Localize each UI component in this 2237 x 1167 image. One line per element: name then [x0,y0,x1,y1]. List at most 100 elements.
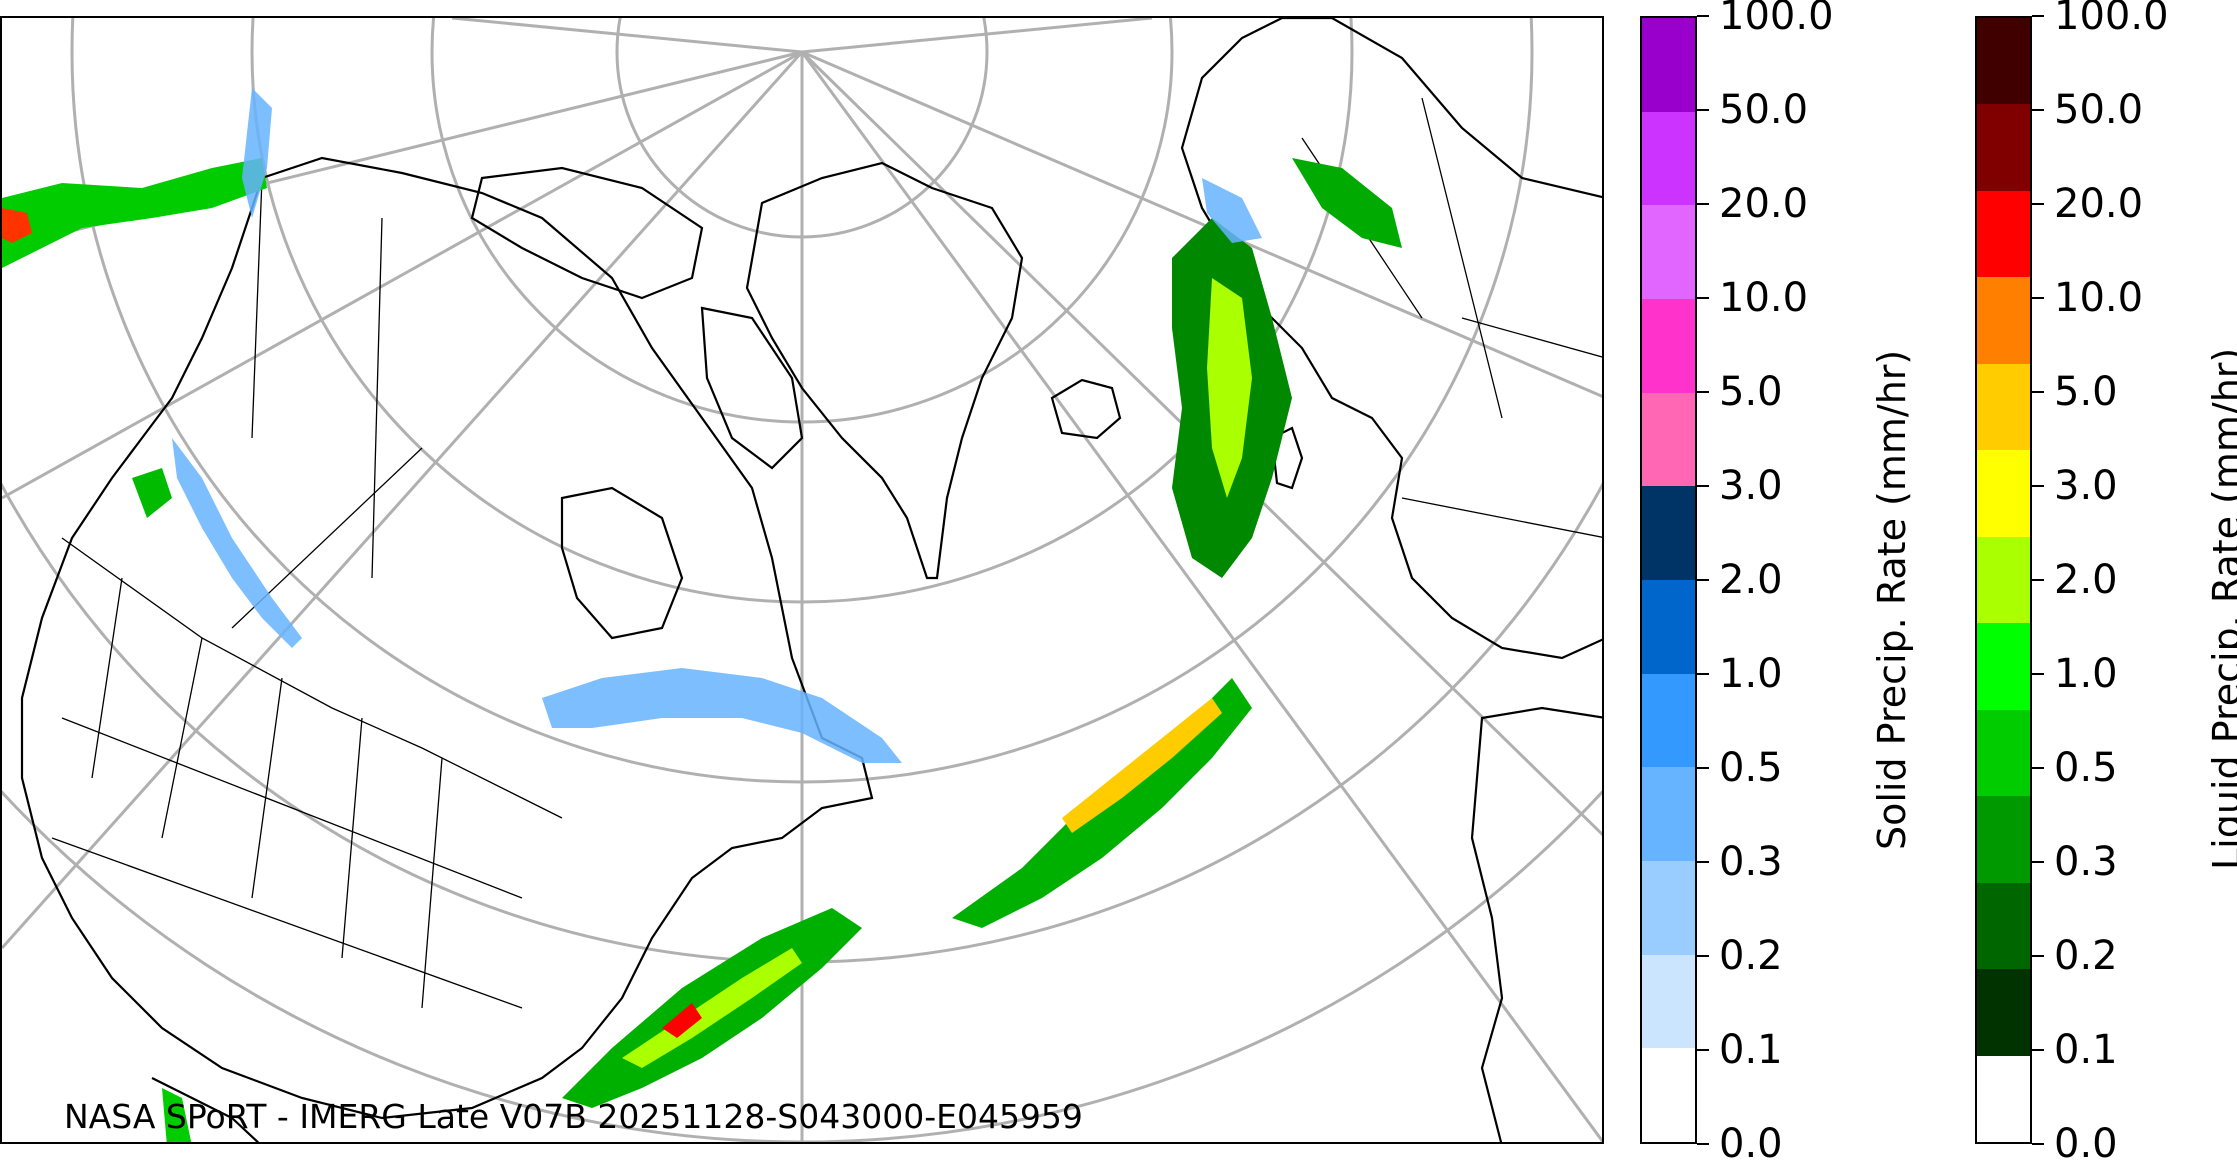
state-border [51,837,523,1009]
liquid-colorbar-tick-label: 10.0 [2054,275,2144,321]
meridian [801,18,1153,54]
africa-outline [1470,706,1602,1142]
liquid-colorbar-tick-label: 1.0 [2054,651,2118,697]
snow-band-scandinavia [1202,178,1262,243]
solid-colorbar-segment [1642,579,1695,674]
precip-band-pacific-peak [2,208,32,243]
snow-band-rockies [172,438,302,648]
liquid-colorbar-segment [1977,969,2030,1056]
solid-colorbar-tick-label: 3.0 [1719,463,1783,509]
solid-colorbar-tick-label: 0.3 [1719,839,1783,885]
liquid-colorbar-segment [1977,450,2030,537]
europe-border [1421,97,1503,419]
solid-colorbar-segment [1642,111,1695,206]
liquid-colorbar-tick-label: 100.0 [2054,0,2169,39]
liquid-colorbar-segment [1977,277,2030,364]
map-caption: NASA SPoRT - IMERG Late V07B 20251128-S0… [64,1097,1083,1136]
snow-band-alaska [242,88,272,218]
meridian [2,50,803,500]
solid-colorbar-segment [1642,767,1695,861]
snow-band-canada [542,668,902,763]
solid-colorbar-tick-label: 100.0 [1719,0,1834,39]
meridian [801,50,1602,398]
province-border [371,217,383,579]
hudson-bay-outline [560,486,684,640]
meridian [800,51,1602,1142]
liquid-colorbar-tick-label: 0.5 [2054,745,2118,791]
solid-colorbar-segment [1642,1048,1695,1142]
precip-band-scandinavia [1292,158,1402,248]
precip-band-europe-core [1207,278,1252,498]
liquid-precip [2,158,1402,1142]
liquid-colorbar-ticks: 0.0 0.1 0.2 0.3 0.5 1.0 2.0 3.0 5.0 10.0 20.0 50.0 1… [2032,0,2172,1166]
liquid-colorbar-segment [1977,104,2030,191]
liquid-precip-colorbar [1975,16,2032,1144]
map-canvas [2,18,1602,1142]
liquid-colorbar-tick-label: 50.0 [2054,87,2144,133]
liquid-colorbar-segment [1977,17,2030,105]
liquid-colorbar-segment [1977,363,2030,451]
europe-outline [1180,18,1602,660]
liquid-colorbar-tick-label: 0.3 [2054,839,2118,885]
solid-colorbar-title: Solid Precip. Rate (mm/hr) [1870,349,1914,850]
state-border [161,637,203,839]
liquid-colorbar-tick-label: 2.0 [2054,557,2118,603]
liquid-colorbar-segment [1977,709,2030,797]
province-border [251,177,263,439]
baffin-island-outline [700,306,804,470]
liquid-colorbar-tick-label: 0.0 [2054,1121,2118,1167]
meridian [451,18,803,54]
solid-colorbar-ticks: 0.0 0.1 0.2 0.3 0.5 1.0 2.0 3.0 5.0 10.0 20.0 50.0 1… [1697,0,1837,1166]
state-border [61,717,523,899]
liquid-colorbar-tick-label: 5.0 [2054,369,2118,415]
greenland-outline [745,161,1024,580]
us-canada-border [61,537,563,819]
solid-colorbar-segment [1642,205,1695,299]
solid-colorbar-segment [1642,673,1695,768]
solid-colorbar-tick-label: 20.0 [1719,181,1809,227]
solid-colorbar-tick-label: 0.2 [1719,933,1783,979]
solid-colorbar-segment [1642,860,1695,955]
state-border [341,717,363,959]
solid-colorbar-tick-label: 0.0 [1719,1121,1783,1167]
north-america-outline [20,156,874,1120]
solid-colorbar-segment [1642,486,1695,580]
solid-colorbar-tick-label: 50.0 [1719,87,1809,133]
meridian [2,51,804,949]
liquid-colorbar-title: Liquid Precip. Rate (mm/hr) [2205,347,2237,870]
liquid-colorbar-segment [1977,190,2030,278]
precip-band-pacific [2,158,267,268]
solid-colorbar-tick-label: 5.0 [1719,369,1783,415]
british-isles-outline [1270,426,1304,490]
precip-band-west-coast [132,468,172,518]
solid-colorbar-tick-label: 0.5 [1719,745,1783,791]
precip-band-atlantic-2-core [1062,698,1222,833]
state-border [251,677,283,899]
precip-band-atlantic-1-core [622,948,802,1068]
solid-colorbar-segment [1642,392,1695,487]
political-borders [51,97,1602,1009]
state-border [421,757,443,1009]
solid-colorbar-segment [1642,298,1695,393]
precip-band-atlantic-1-peak [662,1003,702,1038]
solid-precip [172,88,1262,763]
coastlines [20,18,1602,1142]
iceland-outline [1050,378,1122,440]
liquid-colorbar-segment [1977,623,2030,710]
state-border [91,577,123,779]
solid-colorbar-tick-label: 1.0 [1719,651,1783,697]
liquid-colorbar-tick-label: 3.0 [2054,463,2118,509]
europe-border [1401,497,1602,538]
liquid-colorbar-segment [1977,536,2030,624]
solid-colorbar-segment [1642,17,1695,112]
liquid-colorbar-segment [1977,796,2030,883]
europe-border [1461,317,1602,358]
solid-precip-colorbar [1640,16,1697,1144]
liquid-colorbar-tick-label: 20.0 [2054,181,2144,227]
liquid-colorbar-tick-label: 0.2 [2054,933,2118,979]
solid-colorbar-tick-label: 10.0 [1719,275,1809,321]
precip-band-gulf [162,1088,192,1142]
liquid-colorbar-segment [1977,882,2030,970]
liquid-colorbar-segment [1977,1055,2030,1142]
precipitation-map[interactable]: NASA SPoRT - IMERG Late V07B 20251128-S0… [0,16,1604,1144]
